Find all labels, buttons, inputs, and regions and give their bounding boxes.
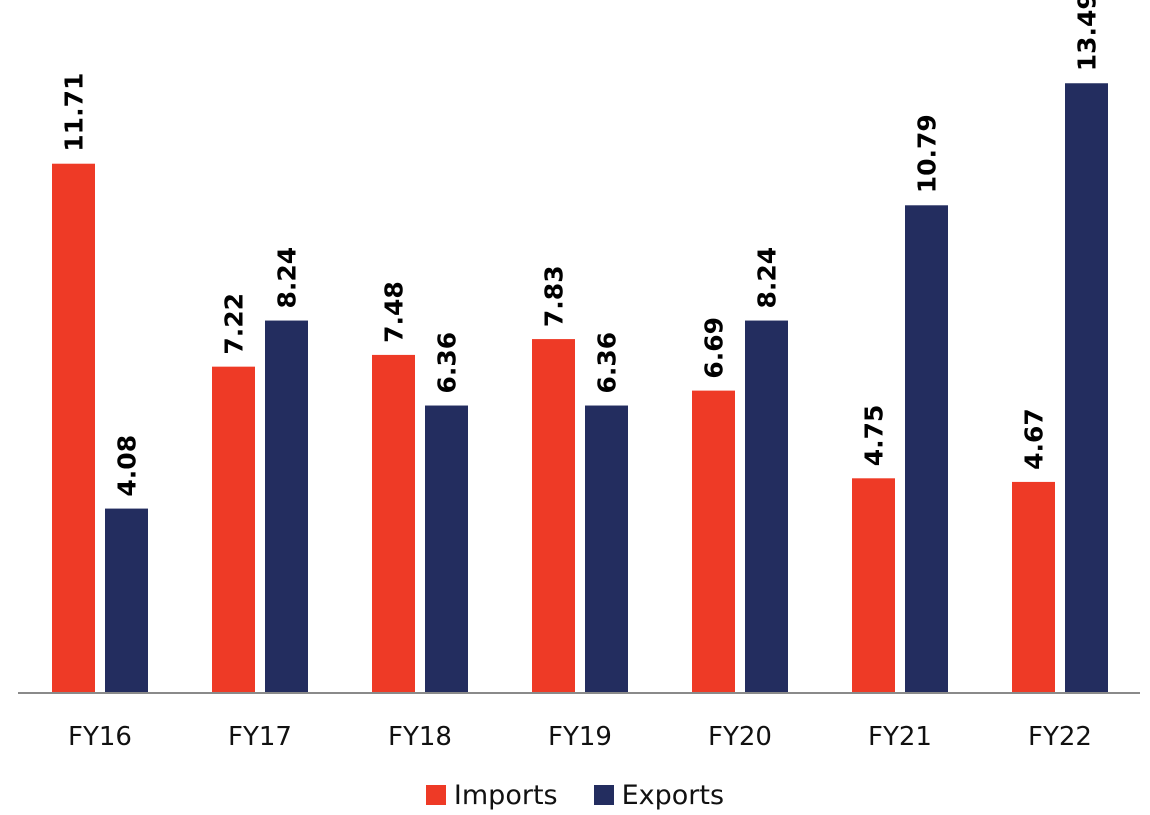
x-tick-labels-group: FY16 FY17 FY18 FY19 FY20 FY21 FY22	[68, 722, 1092, 752]
bar-exports-fy22	[1065, 83, 1108, 693]
bar-imports-fy21	[852, 478, 895, 693]
value-labels-group: 11.71 4.08 7.22 8.24 7.48 6.36 7.83 6.36 6.69 8.2…	[60, 0, 1102, 497]
bar-imports-fy16	[52, 163, 95, 693]
bar-imports-fy20	[692, 390, 735, 693]
bar-exports-fy19	[585, 405, 628, 693]
bar-exports-fy18	[425, 405, 468, 693]
bar-imports-fy18	[372, 354, 415, 693]
legend: Imports Exports	[0, 775, 1150, 815]
legend-label-imports: Imports	[453, 779, 558, 811]
bars-group	[52, 83, 1108, 694]
value-label-exports-fy22: 13.49	[1073, 0, 1102, 71]
legend-item-imports: Imports	[425, 779, 558, 811]
value-label-exports-fy21: 10.79	[913, 114, 942, 193]
value-label-imports-fy20: 6.69	[700, 317, 729, 379]
value-label-imports-fy21: 4.75	[860, 405, 889, 467]
value-label-exports-fy19: 6.36	[593, 332, 622, 394]
x-tick-label-fy16: FY16	[68, 722, 132, 752]
x-tick-label-fy22: FY22	[1028, 722, 1092, 752]
value-label-exports-fy17: 8.24	[273, 247, 302, 309]
bar-exports-fy20	[745, 320, 788, 693]
value-label-imports-fy19: 7.83	[540, 265, 569, 327]
x-tick-label-fy17: FY17	[228, 722, 292, 752]
x-tick-label-fy20: FY20	[708, 722, 772, 752]
bar-exports-fy17	[265, 320, 308, 693]
value-label-imports-fy22: 4.67	[1020, 408, 1049, 470]
value-label-imports-fy18: 7.48	[380, 281, 409, 343]
value-label-exports-fy16: 4.08	[113, 435, 142, 497]
legend-item-exports: Exports	[593, 779, 725, 811]
value-label-exports-fy18: 6.36	[433, 332, 462, 394]
bar-imports-fy22	[1012, 481, 1055, 693]
value-label-exports-fy20: 8.24	[753, 247, 782, 309]
legend-label-exports: Exports	[621, 779, 725, 811]
bar-exports-fy16	[105, 508, 148, 693]
value-label-imports-fy16: 11.71	[60, 73, 89, 152]
bar-exports-fy21	[905, 205, 948, 694]
x-tick-label-fy18: FY18	[388, 722, 452, 752]
legend-swatch-exports	[593, 785, 614, 805]
value-label-imports-fy17: 7.22	[220, 293, 249, 355]
bar-imports-fy19	[532, 339, 575, 693]
x-tick-label-fy19: FY19	[548, 722, 612, 752]
bar-imports-fy17	[212, 366, 255, 693]
legend-swatch-imports	[425, 785, 446, 805]
x-tick-label-fy21: FY21	[868, 722, 932, 752]
